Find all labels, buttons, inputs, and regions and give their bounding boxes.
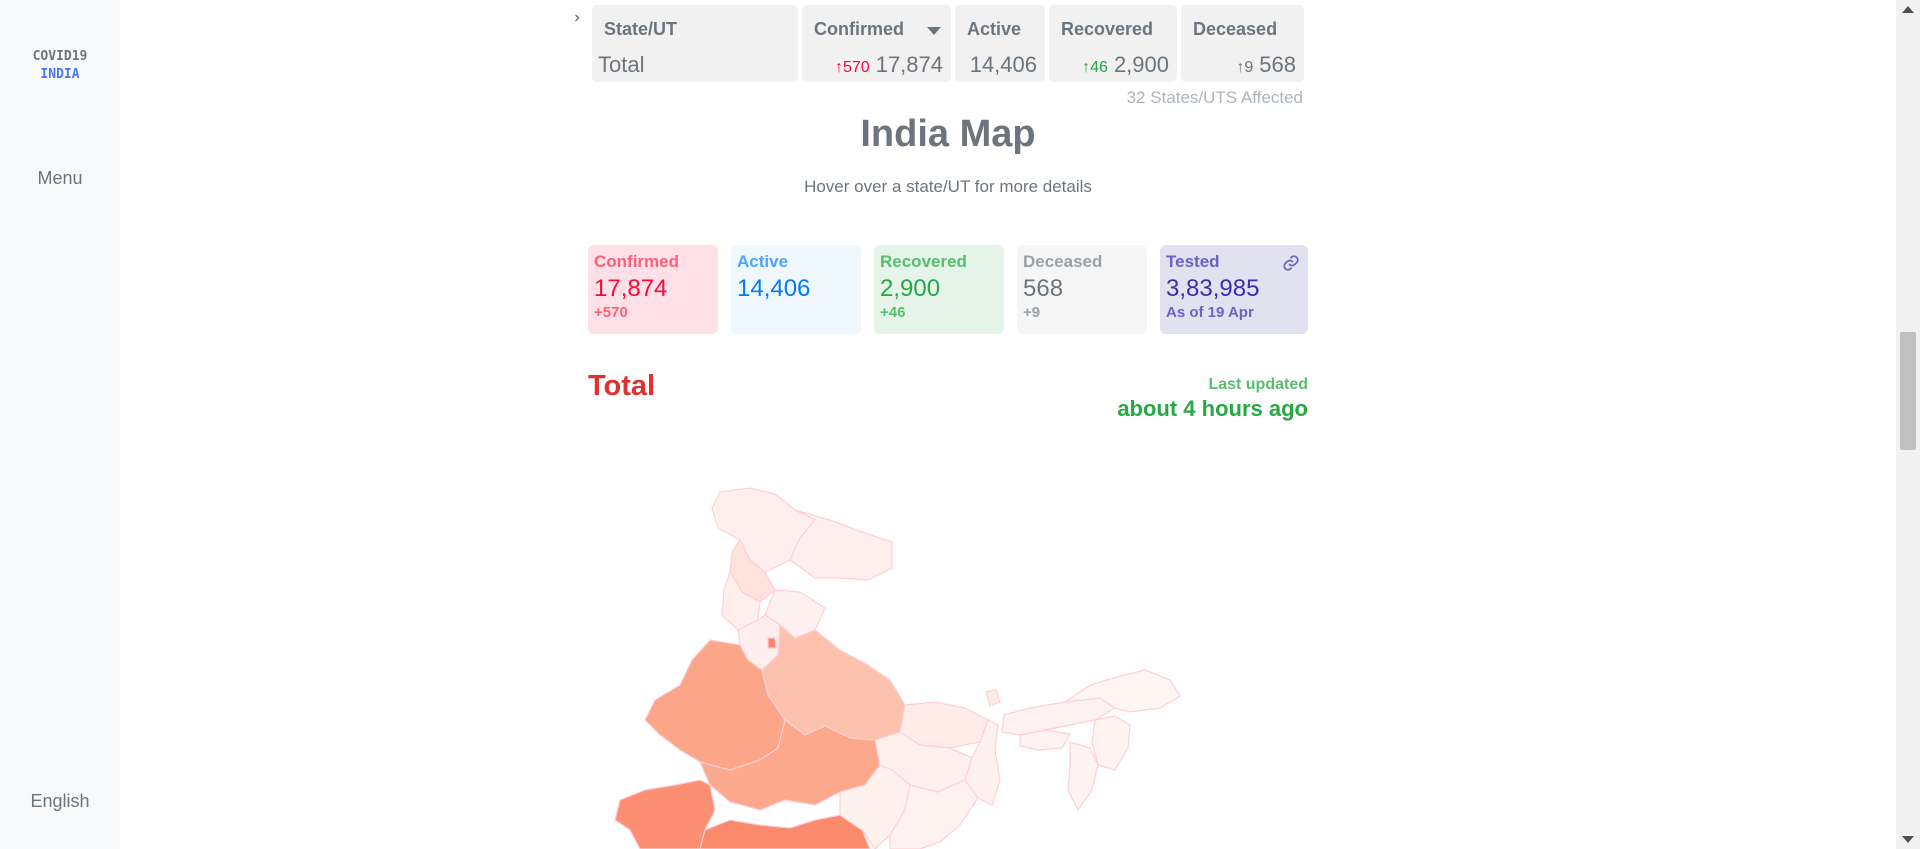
recovered-total-cell: ↑46 2,900 (1082, 52, 1169, 78)
arrow-up-icon: ↑ (1236, 59, 1245, 76)
stat-tested-value: 3,83,985 (1166, 275, 1260, 302)
stat-recovered-delta: +46 (880, 304, 906, 321)
row-total-label: Total (598, 52, 645, 77)
stat-deceased-label: Deceased (1023, 252, 1103, 271)
column-deceased-header: Deceased (1193, 19, 1278, 39)
language-selector[interactable]: English (30, 791, 90, 811)
map-state-gujarat[interactable] (614, 779, 716, 849)
stat-tested-note: As of 19 Apr (1166, 304, 1254, 321)
stat-recovered-label: Recovered (880, 252, 967, 271)
map-state-delhi[interactable] (767, 637, 777, 649)
sidebar: COVID19 INDIA Menu English (0, 0, 120, 849)
map-state-maharashtra[interactable] (699, 814, 871, 849)
stat-tested[interactable]: Tested 3,83,985 As of 19 Apr (1160, 245, 1308, 334)
scrollbar-thumb[interactable] (1900, 332, 1916, 450)
confirmed-total-cell: ↑570 17,874 (835, 52, 943, 78)
column-state[interactable]: State/UT Total (592, 5, 798, 82)
recovered-delta-value: 46 (1090, 59, 1108, 76)
map-title: India Map (860, 113, 1036, 155)
confirmed-total: 17,874 (875, 52, 943, 77)
scroll-up-icon[interactable] (1902, 6, 1914, 13)
column-state-header: State/UT (604, 19, 678, 39)
column-recovered-header: Recovered (1061, 19, 1154, 39)
column-active[interactable]: Active 14,406 (955, 5, 1045, 82)
column-confirmed[interactable]: Confirmed ↑570 17,874 (802, 5, 951, 82)
stat-confirmed-label: Confirmed (594, 252, 679, 271)
map-subtitle: Hover over a state/UT for more details (804, 177, 1092, 196)
confirmed-delta-value: 570 (843, 59, 870, 76)
map-state-odisha[interactable] (889, 779, 979, 849)
map-state-ladakh[interactable] (789, 509, 893, 581)
logo[interactable]: COVID19 INDIA (0, 48, 120, 84)
map-state-sikkim[interactable] (985, 689, 1001, 707)
map-state-meghalaya[interactable] (1019, 729, 1071, 751)
deceased-delta-value: 9 (1244, 59, 1254, 76)
deceased-delta: ↑9 (1236, 59, 1253, 76)
stat-confirmed-delta: +570 (594, 304, 628, 321)
stat-confirmed-value: 17,874 (594, 275, 668, 302)
deceased-total: 568 (1259, 52, 1296, 77)
page-scrollbar[interactable] (1896, 0, 1920, 849)
stat-deceased-delta: +9 (1023, 304, 1041, 321)
stat-deceased[interactable]: Deceased 568 +9 (1017, 245, 1147, 334)
stat-active[interactable]: Active 14,406 (731, 245, 861, 334)
stat-recovered[interactable]: Recovered 2,900 +46 (874, 245, 1004, 334)
arrow-up-icon: ↑ (835, 59, 843, 76)
last-updated-value: about 4 hours ago (1117, 396, 1308, 421)
recovered-delta: ↑46 (1082, 59, 1108, 76)
column-deceased[interactable]: Deceased ↑9 568 (1181, 5, 1304, 82)
stat-deceased-value: 568 (1023, 275, 1064, 302)
states-affected-text: 32 States/UTS Affected (1126, 88, 1303, 107)
scroll-down-icon[interactable] (1902, 836, 1914, 843)
map-state-arunachal[interactable] (1064, 669, 1181, 713)
map-state-nagaland-manipur[interactable] (1091, 715, 1131, 771)
stat-recovered-value: 2,900 (880, 275, 941, 302)
map-state-west-bengal[interactable] (964, 719, 1001, 806)
confirmed-delta: ↑570 (835, 59, 870, 76)
region-title: Total (588, 370, 656, 402)
chevron-right-icon[interactable]: › (574, 9, 580, 26)
last-updated-label: Last updated (1208, 376, 1308, 393)
arrow-up-icon: ↑ (1082, 59, 1091, 76)
logo-covid19: COVID19 (32, 49, 88, 64)
stat-tested-label: Tested (1166, 252, 1220, 271)
stat-active-label: Active (737, 252, 789, 271)
column-recovered[interactable]: Recovered ↑46 2,900 (1049, 5, 1177, 82)
sort-down-icon (927, 27, 941, 35)
active-total: 14,406 (969, 52, 1037, 77)
column-active-header: Active (967, 19, 1022, 39)
stat-confirmed[interactable]: Confirmed 17,874 +570 (588, 245, 718, 334)
menu-button[interactable]: Menu (37, 168, 83, 188)
deceased-total-cell: ↑9 568 (1236, 52, 1296, 78)
map-state-tripura-mizoram[interactable] (1067, 741, 1099, 812)
stat-active-value: 14,406 (737, 275, 811, 302)
recovered-total: 2,900 (1113, 52, 1169, 77)
logo-india: INDIA (40, 67, 80, 82)
india-map[interactable] (600, 480, 1300, 849)
column-confirmed-header: Confirmed (814, 19, 904, 39)
link-icon[interactable] (1282, 254, 1300, 272)
